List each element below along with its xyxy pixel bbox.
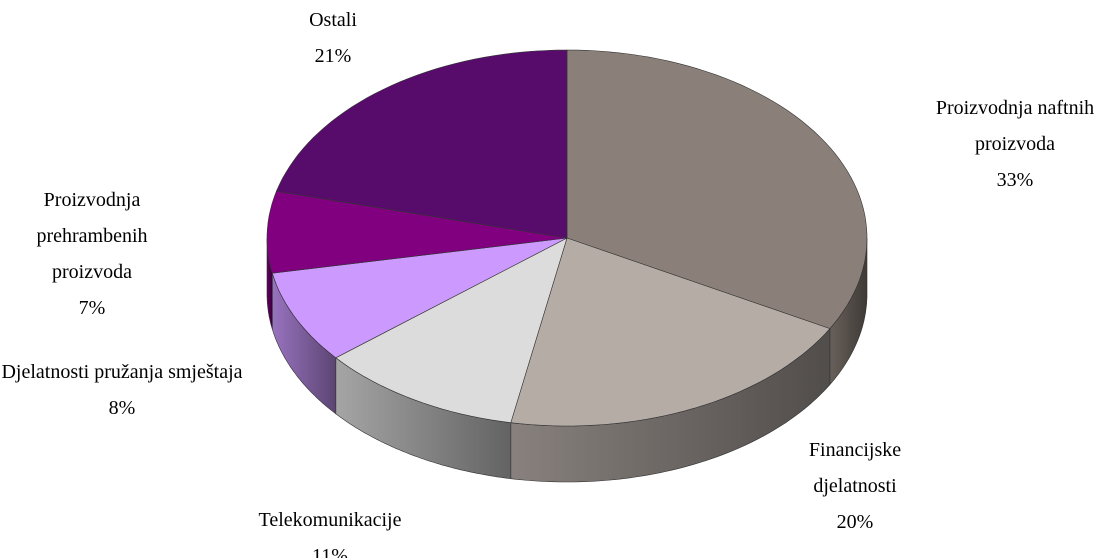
- slice-label: Djelatnosti pružanja smještaja 8%: [0, 354, 247, 426]
- category-label: Djelatnosti pružanja smještaja: [1, 361, 243, 383]
- slice-label: Ostali 21%: [273, 2, 393, 74]
- pie-slice: [335, 237, 568, 424]
- slice-label: Telekomunikacije 11%: [220, 502, 440, 558]
- value-label: 11%: [312, 545, 348, 558]
- slice-label: Financijske djelatnosti 20%: [780, 432, 930, 540]
- value-label: 7%: [78, 297, 106, 319]
- category-label: Proizvodnja naftnih proizvoda: [935, 97, 1095, 155]
- pie-slice: [275, 49, 568, 239]
- value-label: 21%: [314, 45, 352, 67]
- slice-label: Proizvodnja naftnih proizvoda 33%: [915, 90, 1112, 198]
- value-label: 20%: [836, 511, 874, 533]
- category-label: Telekomunikacije: [258, 509, 402, 531]
- value-label: 33%: [996, 169, 1034, 191]
- category-label: Ostali: [309, 9, 357, 31]
- value-label: 8%: [108, 397, 136, 419]
- pie-slice: [566, 49, 868, 329]
- pie-slice: [266, 190, 568, 274]
- pie-slice: [271, 237, 568, 359]
- pie-slice: [510, 237, 831, 427]
- category-label: Financijske djelatnosti: [808, 439, 902, 497]
- category-label: Proizvodnja prehrambenih proizvoda: [36, 189, 148, 283]
- slice-label: Proizvodnja prehrambenih proizvoda 7%: [12, 182, 172, 326]
